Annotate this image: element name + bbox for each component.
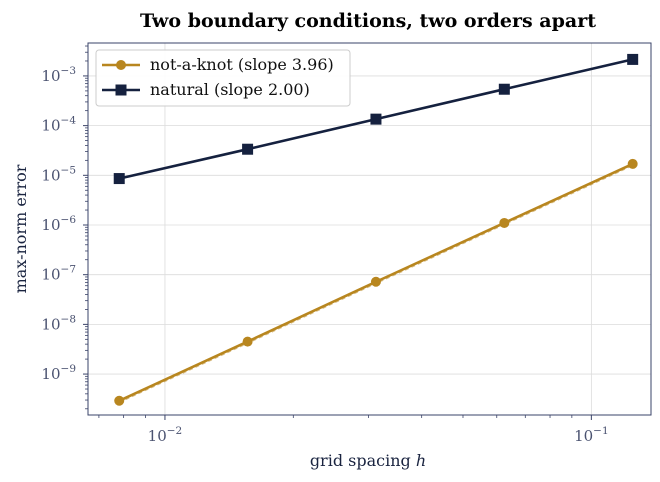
legend-swatch-marker bbox=[116, 60, 126, 70]
axes-frame bbox=[87, 42, 652, 416]
legend: not-a-knot (slope 3.96) natural (slope 2.… bbox=[95, 49, 351, 107]
x-axis-label: grid spacing h bbox=[310, 451, 426, 470]
series-1-point bbox=[242, 143, 254, 155]
y-tick-label: 10−8 bbox=[41, 313, 76, 333]
y-tick-label: 10−3 bbox=[41, 65, 76, 85]
legend-swatch-marker bbox=[115, 84, 127, 96]
series-0-point bbox=[242, 336, 253, 347]
legend-box bbox=[95, 49, 351, 107]
legend-label: not-a-knot (slope 3.96) bbox=[150, 55, 334, 74]
y-tick-label: 10−9 bbox=[41, 363, 76, 383]
x-tick-label: 10−2 bbox=[148, 425, 183, 445]
series-1-point bbox=[627, 53, 639, 65]
chart-title: Two boundary conditions, two orders apar… bbox=[140, 10, 596, 32]
plot-area bbox=[113, 53, 639, 406]
series-1-point bbox=[113, 173, 125, 185]
y-tick-label: 10−7 bbox=[41, 264, 76, 284]
ticks: 10−9 10−8 10−7 10−6 10−5 10−4 10−3 10−2 10−1 bbox=[41, 45, 609, 445]
series-1-point bbox=[498, 83, 510, 95]
series-0-point bbox=[114, 395, 125, 406]
y-axis-label: max-norm error bbox=[11, 164, 30, 293]
series-0-point bbox=[370, 276, 381, 287]
series-0-point bbox=[499, 217, 510, 228]
y-tick-label: 10−4 bbox=[41, 115, 76, 135]
x-tick-label: 10−1 bbox=[574, 425, 609, 445]
y-tick-label: 10−6 bbox=[41, 214, 76, 234]
y-tick-label: 10−5 bbox=[41, 164, 76, 184]
legend-label: natural (slope 2.00) bbox=[150, 80, 310, 99]
series-1-point bbox=[370, 113, 382, 125]
series-0-point bbox=[627, 158, 638, 169]
